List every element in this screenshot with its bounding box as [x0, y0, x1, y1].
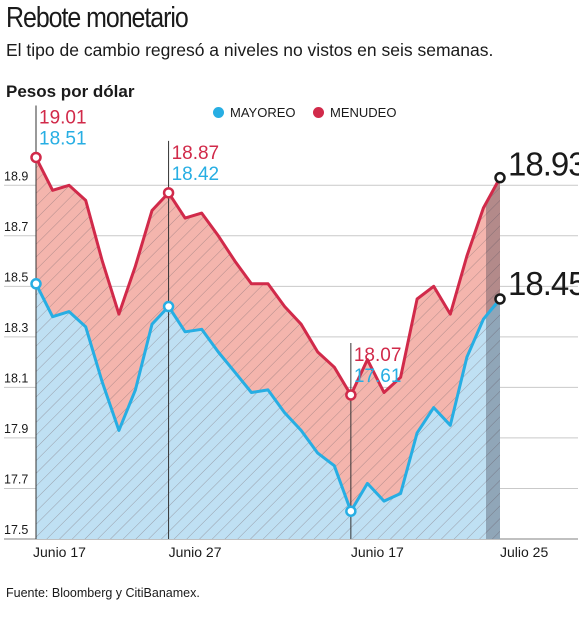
- legend-swatch-menudeo: [313, 107, 324, 118]
- point-mayoreo: [333, 464, 336, 467]
- y-tick-label: 17.7: [4, 472, 28, 486]
- marker-mayoreo: [30, 278, 42, 290]
- point-menudeo: [217, 234, 220, 237]
- annotation-menudeo: 18.07: [354, 345, 402, 366]
- point-menudeo: [134, 264, 137, 268]
- point-mayoreo: [250, 391, 253, 394]
- point-mayoreo: [465, 355, 469, 359]
- final-label-mayoreo: 18.45: [508, 265, 579, 302]
- point-mayoreo: [134, 388, 137, 392]
- y-tick-label: 18.3: [4, 321, 28, 335]
- point-mayoreo: [482, 317, 485, 321]
- point-mayoreo: [382, 499, 386, 503]
- point-menudeo: [101, 259, 104, 263]
- point-menudeo: [183, 216, 187, 220]
- point-mayoreo: [415, 431, 419, 435]
- point-menudeo: [399, 376, 402, 379]
- point-mayoreo: [432, 406, 435, 409]
- y-tick-label: 18.1: [4, 371, 28, 385]
- point-menudeo: [449, 312, 452, 316]
- point-mayoreo: [117, 429, 121, 432]
- y-tick-label: 17.5: [4, 523, 28, 537]
- point-mayoreo: [84, 325, 87, 328]
- point-menudeo: [432, 285, 435, 288]
- point-mayoreo: [67, 310, 71, 313]
- final-label-menudeo: 18.93: [508, 146, 579, 183]
- point-mayoreo: [51, 315, 54, 318]
- point-mayoreo: [200, 328, 203, 331]
- point-menudeo: [233, 259, 237, 263]
- legend-label-menudeo: MENUDEO: [330, 105, 397, 120]
- chart-subtitle: El tipo de cambio regresó a niveles no v…: [6, 40, 494, 60]
- point-menudeo: [200, 211, 203, 215]
- annotation-mayoreo: 18.51: [39, 128, 87, 149]
- y-tick-label: 17.9: [4, 422, 28, 436]
- point-mayoreo: [283, 411, 286, 414]
- point-mayoreo: [449, 424, 452, 427]
- area-hatching: [36, 157, 500, 539]
- point-mayoreo: [101, 381, 104, 384]
- marker-menudeo: [345, 389, 357, 401]
- legend-swatch-mayoreo: [213, 107, 224, 118]
- marker-menudeo: [162, 187, 175, 199]
- y-tick-label: 18.9: [4, 169, 28, 183]
- marker-mayoreo: [162, 300, 175, 313]
- point-menudeo: [482, 206, 485, 210]
- point-menudeo: [382, 391, 386, 394]
- y-axis-title: Pesos por dólar: [6, 82, 135, 101]
- point-menudeo: [316, 350, 319, 354]
- point-mayoreo: [266, 388, 270, 392]
- x-tick-label: Junio 17: [351, 544, 404, 560]
- highlight-band: [486, 177, 500, 539]
- legend-label-mayoreo: MAYOREO: [230, 105, 296, 120]
- source-note: Fuente: Bloomberg y CitiBanamex.: [6, 586, 200, 600]
- point-menudeo: [333, 365, 336, 369]
- point-mayoreo: [399, 492, 402, 495]
- point-menudeo: [250, 282, 253, 286]
- annotation-mayoreo: 18.42: [172, 164, 220, 185]
- point-menudeo: [283, 305, 286, 308]
- annotation-menudeo: 19.01: [39, 107, 87, 128]
- point-mayoreo: [233, 371, 237, 374]
- point-mayoreo: [183, 330, 187, 334]
- point-menudeo: [299, 323, 303, 326]
- x-tick-label: Junio 27: [169, 544, 222, 560]
- point-mayoreo: [316, 451, 319, 455]
- point-menudeo: [266, 282, 270, 286]
- marker-final-mayoreo: [494, 293, 506, 305]
- point-menudeo: [366, 358, 369, 361]
- x-tick-label: Junio 17: [33, 544, 86, 560]
- legend-item-mayoreo: MAYOREO: [213, 105, 296, 120]
- point-mayoreo: [217, 350, 220, 354]
- x-tick-label: Julio 25: [500, 544, 548, 560]
- chart-title: Rebote monetario: [6, 2, 189, 34]
- point-menudeo: [84, 199, 87, 202]
- y-tick-label: 18.5: [4, 270, 28, 284]
- annotation-menudeo: 18.87: [172, 143, 220, 164]
- point-menudeo: [415, 297, 419, 301]
- point-menudeo: [67, 184, 71, 187]
- y-tick-label: 18.7: [4, 220, 28, 234]
- point-mayoreo: [299, 429, 303, 432]
- legend-item-menudeo: MENUDEO: [313, 105, 396, 120]
- point-menudeo: [150, 209, 154, 212]
- marker-final-menudeo: [494, 171, 506, 184]
- marker-menudeo: [30, 151, 42, 164]
- point-menudeo: [117, 312, 121, 316]
- point-menudeo: [465, 254, 469, 258]
- point-mayoreo: [366, 482, 369, 485]
- point-mayoreo: [150, 323, 154, 326]
- marker-mayoreo: [345, 505, 357, 517]
- point-menudeo: [51, 189, 54, 192]
- annotation-mayoreo: 17.61: [354, 366, 402, 387]
